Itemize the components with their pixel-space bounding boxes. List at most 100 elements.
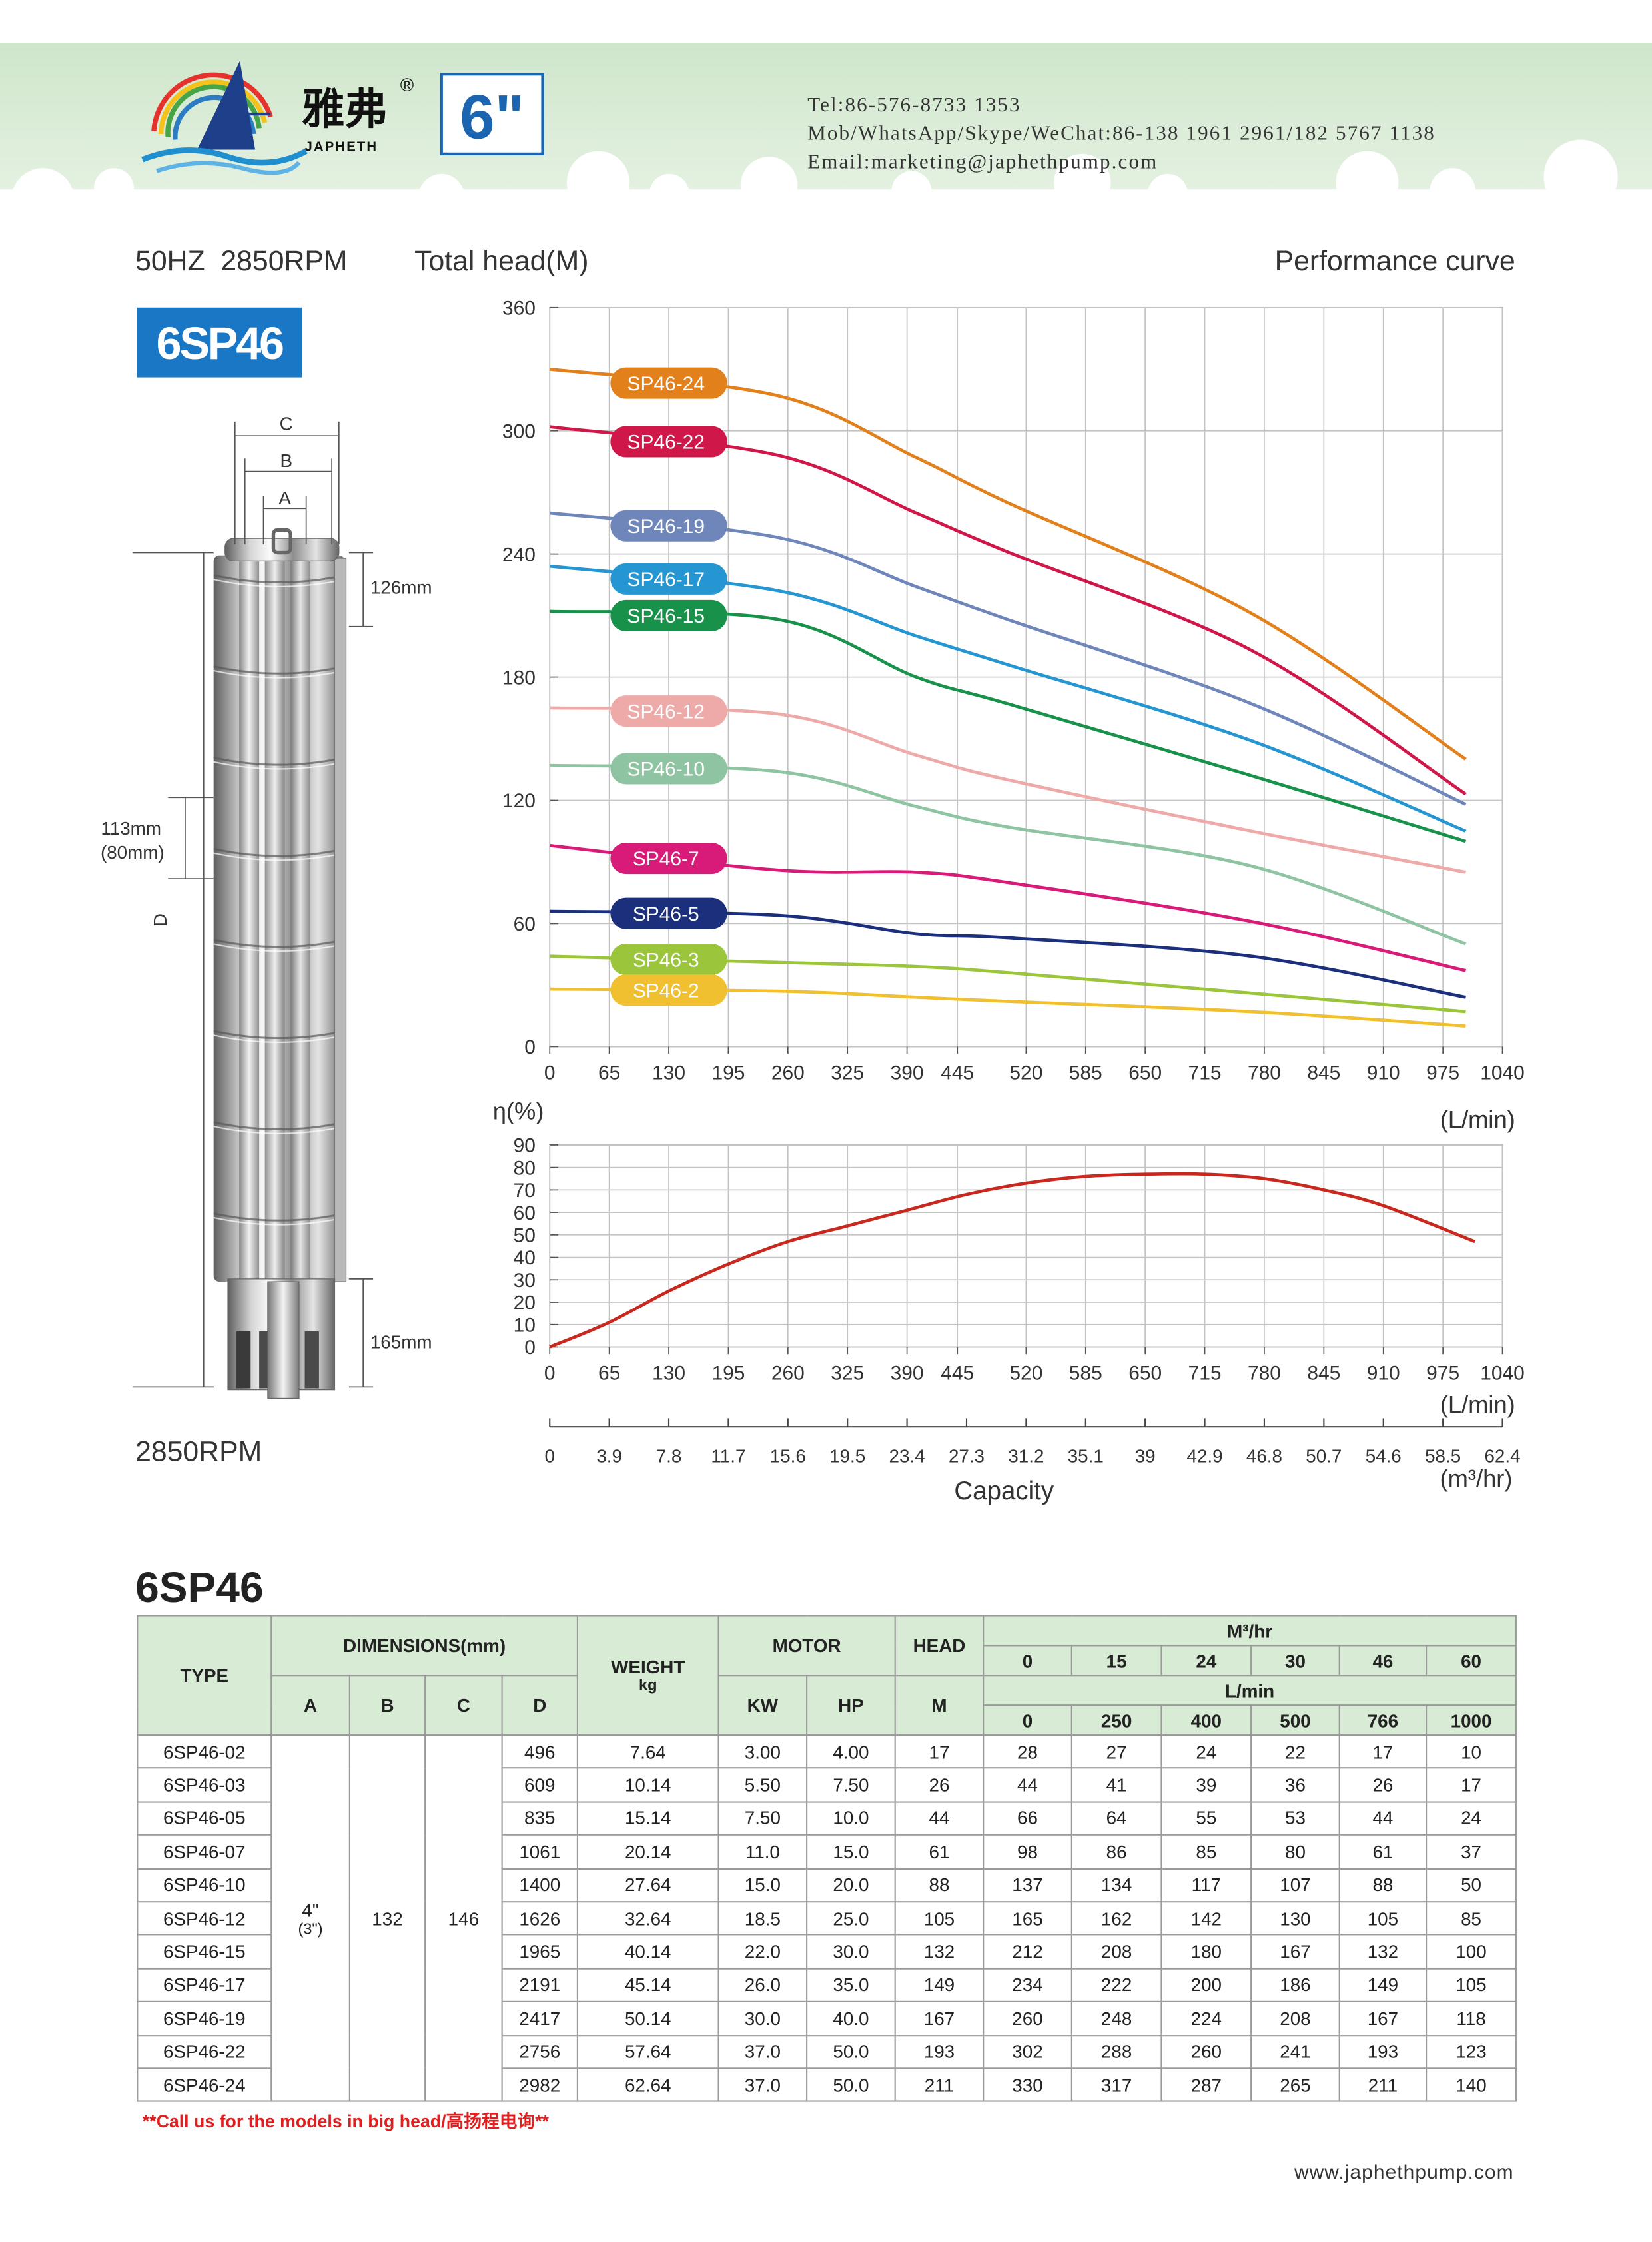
cell: 88 xyxy=(894,1868,985,1903)
cell: 40.14 xyxy=(576,1934,719,1970)
y-tick-label: 90 xyxy=(514,1135,536,1157)
x2-tick-label: 31.2 xyxy=(1008,1446,1044,1467)
series-line xyxy=(550,954,1466,1014)
x2-unit: (m³/hr) xyxy=(1440,1465,1513,1492)
table-row: 6SP46-05 835 15.14 7.50 10.0 44 66 64 55 53 44 24 xyxy=(137,1800,1517,1836)
x-unit: (L/min) xyxy=(1440,1391,1515,1418)
cell: 6SP46-12 xyxy=(137,1901,272,1936)
table-row: A B C D KW HP M L/min xyxy=(137,1675,1517,1736)
legend-label: SP46-3 xyxy=(633,949,699,971)
cell: 57.64 xyxy=(576,2034,719,2069)
cell: 10 xyxy=(1426,1734,1517,1770)
cell: 287 xyxy=(1160,2067,1252,2103)
header-cell: HP xyxy=(806,1675,896,1736)
legend-pill xyxy=(610,563,727,595)
header-cell: D xyxy=(501,1675,579,1736)
y-tick-label: 0 xyxy=(524,1036,536,1058)
header-cell: L/min xyxy=(983,1675,1517,1706)
header-cell: 0 xyxy=(983,1704,1072,1736)
cell: 1626 xyxy=(501,1901,579,1936)
series-line xyxy=(549,511,1467,806)
x-tick-label: 195 xyxy=(711,1363,745,1385)
cell: 26 xyxy=(894,1767,985,1803)
x-tick-label: 780 xyxy=(1248,1363,1281,1385)
x-tick-label: 650 xyxy=(1128,1363,1162,1385)
cell: 100 xyxy=(1426,1934,1517,1970)
cell: 20.14 xyxy=(576,1834,719,1870)
cell: 149 xyxy=(894,1968,985,2003)
cell: 2191 xyxy=(501,1968,579,2003)
y-tick-label: 0 xyxy=(524,1337,536,1359)
cell: 162 xyxy=(1070,1901,1162,1936)
cell: 140 xyxy=(1426,2067,1517,2103)
x2-tick-label: 50.7 xyxy=(1306,1446,1342,1467)
cell: 241 xyxy=(1250,2034,1340,2069)
x2-tick-label: 35.1 xyxy=(1068,1446,1104,1467)
cell: 2756 xyxy=(501,2034,579,2069)
y-tick-label: 240 xyxy=(502,544,536,565)
x2-tick-label: 23.4 xyxy=(889,1446,925,1467)
cell: 50.0 xyxy=(806,2067,896,2103)
cell: 44 xyxy=(1338,1800,1428,1836)
dim-label: 113mm xyxy=(101,818,161,839)
cell: 142 xyxy=(1160,1901,1252,1936)
header-cell: WEIGHT kg xyxy=(576,1615,719,1736)
y-tick-label: 80 xyxy=(514,1157,536,1179)
x-tick-label: 1040 xyxy=(1480,1062,1525,1084)
chart: 0 60 120 180 240 300 360 0 65 130 195 260 325 390 445 5… xyxy=(502,297,1525,1133)
series-line xyxy=(550,609,1467,843)
header-cell: MOTOR xyxy=(717,1615,896,1677)
cell: 167 xyxy=(1250,1934,1340,1970)
cell: 80 xyxy=(1250,1834,1340,1870)
brand-en: JAPHETH xyxy=(305,140,378,155)
legend-label: SP46-22 xyxy=(627,432,705,454)
cell-text: kg xyxy=(639,1677,657,1695)
y-tick-label: 30 xyxy=(514,1270,536,1292)
cell: 167 xyxy=(894,2001,985,2036)
x2-tick-label: 54.6 xyxy=(1366,1446,1402,1467)
x-tick-label: 520 xyxy=(1009,1363,1042,1385)
y-tick-label: 60 xyxy=(514,913,536,935)
cell: 17 xyxy=(894,1734,985,1770)
cell: 234 xyxy=(983,1968,1072,2003)
cell: 30.0 xyxy=(806,1934,896,1970)
cell: 130 xyxy=(1250,1901,1340,1936)
table-row: TYPE DIMENSIONS(mm) WEIGHT kg MOTOR HEAD M³/hr xyxy=(137,1615,1517,1736)
table-row: 6SP46-02 4" (3") 132 146 496 7.64 3.00 4.00 17 28 2… xyxy=(137,1734,1517,2103)
brand-cn: 雅弗 xyxy=(302,85,387,133)
header-cell: TYPE xyxy=(137,1615,272,1736)
y-tick-label: 60 xyxy=(514,1202,536,1224)
cell: 17 xyxy=(1338,1734,1428,1770)
cell: 167 xyxy=(1338,2001,1428,2036)
cell: 22 xyxy=(1250,1734,1340,1770)
table-row: 6SP46-19 2417 50.14 30.0 40.0 167 260 248 224 208… xyxy=(137,2001,1517,2036)
header-cell: C xyxy=(424,1675,503,1736)
cell: 288 xyxy=(1070,2034,1162,2069)
contact-line: Email:marketing@japhethpump.com xyxy=(807,149,1158,173)
y-tick-label: 360 xyxy=(502,297,536,319)
legend-label: SP46-19 xyxy=(627,516,705,538)
x-tick-label: 780 xyxy=(1248,1062,1281,1084)
spec-label: 50HZ 2850RPM xyxy=(135,245,347,277)
dim-label: (80mm) xyxy=(101,842,165,863)
cell-text: (3") xyxy=(298,1920,323,1938)
table-row: 6SP46-15 1965 40.14 22.0 30.0 132 212 208 180 167… xyxy=(137,1934,1517,1970)
header-cell: 250 xyxy=(1070,1704,1162,1736)
cell: 132 xyxy=(1338,1934,1428,1970)
y-tick-label: 10 xyxy=(514,1314,536,1336)
size-label: 6" xyxy=(460,81,524,151)
contact-line: Mob/WhatsApp/Skype/WeChat:86-138 1961 29… xyxy=(807,121,1436,145)
cell: 39 xyxy=(1160,1767,1252,1803)
cell-text: 4" xyxy=(302,1899,319,1921)
table-row: 6SP46-10 1400 27.64 15.0 20.0 88 137 134 117 107 8… xyxy=(137,1868,1517,1903)
legend-label: SP46-24 xyxy=(627,373,705,395)
x-tick-label: 845 xyxy=(1307,1062,1340,1084)
legend-pill xyxy=(610,897,727,929)
cell: 45.14 xyxy=(576,1968,719,2003)
legend-pill xyxy=(610,944,727,976)
series-line xyxy=(550,909,1466,999)
cell: 50.0 xyxy=(806,2034,896,2069)
cell: 1400 xyxy=(501,1868,579,1903)
x-tick-label: 845 xyxy=(1307,1363,1340,1385)
x-tick-label: 715 xyxy=(1188,1363,1222,1385)
